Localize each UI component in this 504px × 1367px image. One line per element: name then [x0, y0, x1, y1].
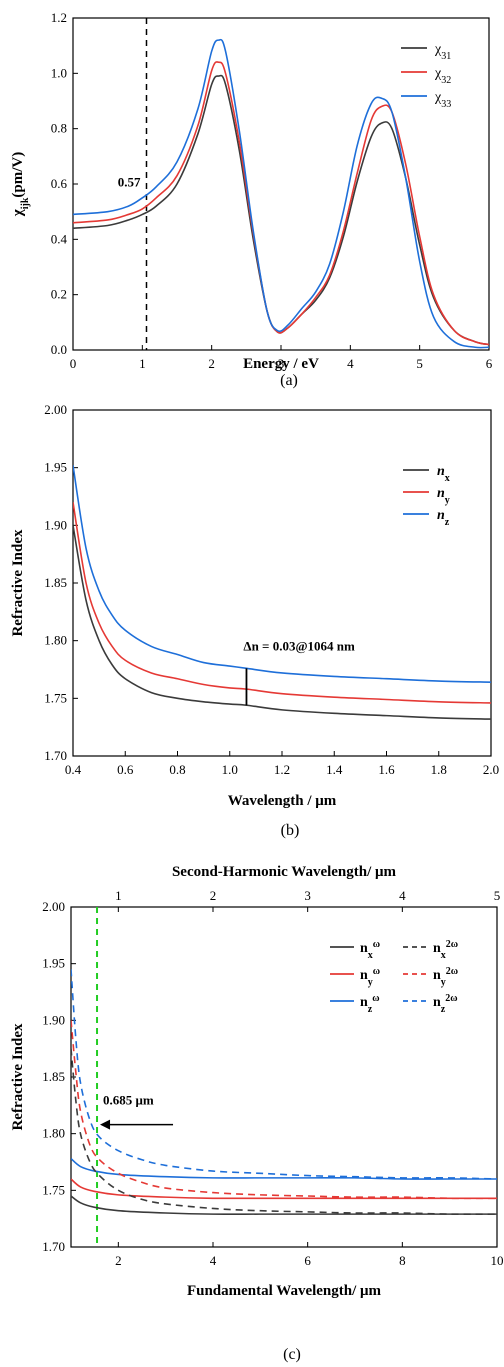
- x2-tick-label: 5: [494, 888, 501, 903]
- series-line-nx2ω: [71, 1048, 497, 1216]
- x-tick-label: 1.0: [222, 762, 238, 777]
- y-axis-title: Refractive Index: [10, 529, 26, 637]
- legend-label: χ31: [434, 42, 451, 62]
- y-tick-label: 2.00: [42, 899, 65, 914]
- x-tick-label: 0.6: [117, 762, 134, 777]
- plot-frame: [72, 409, 492, 757]
- series-line-nx: [73, 525, 491, 720]
- x-tick-label: 5: [416, 356, 423, 371]
- legend-label: χ33: [434, 90, 451, 110]
- series-line-nz: [73, 465, 491, 683]
- x-tick-label: 4: [210, 1253, 217, 1268]
- x-tick-label: 3: [278, 356, 285, 371]
- legend-label: nyω: [360, 966, 380, 988]
- annotation-value: 0.57: [118, 174, 141, 189]
- series-line-χ32: [73, 61, 489, 346]
- y-tick-label: 2.00: [44, 402, 67, 417]
- series-line-nxω: [71, 1195, 497, 1216]
- legend-label: nx: [437, 464, 450, 484]
- x-tick-label: 2: [115, 1253, 122, 1268]
- annotation-delta-n: Δn = 0.03@1064 nm: [243, 638, 355, 653]
- y-tick-label: 1.70: [44, 748, 67, 763]
- y-tick-label: 1.2: [51, 10, 67, 25]
- y-tick-label: 0.2: [51, 287, 67, 302]
- x-tick-label: 6: [304, 1253, 311, 1268]
- x-tick-label: 0.4: [65, 762, 82, 777]
- y-tick-label: 0.8: [51, 121, 67, 136]
- y-tick-label: 1.80: [44, 633, 67, 648]
- panel-caption: (b): [281, 822, 300, 839]
- annotation-wavelength: 0.685 μm: [103, 1093, 154, 1108]
- x-tick-label: 1.8: [431, 762, 447, 777]
- x-tick-label: 8: [399, 1253, 406, 1268]
- legend-label: ny: [437, 486, 450, 506]
- y-tick-label: 1.85: [42, 1069, 65, 1084]
- y-tick-label: 1.85: [44, 575, 67, 590]
- x-tick-label: 1.2: [274, 762, 290, 777]
- chart-panel-1: 0.0 0.2 0.4 0.6 0.8 1.0 1.2 0 1 2 3 4 5 6 Energy / eV χ…: [10, 10, 493, 389]
- series-line-ny: [73, 502, 491, 704]
- series-line-nyω: [71, 1178, 497, 1200]
- y-tick-label: 1.75: [44, 690, 67, 705]
- x-tick-label: 2: [208, 356, 215, 371]
- x-tick-label: 0: [70, 356, 77, 371]
- series-group: [73, 18, 489, 350]
- x-tick-label: 10: [491, 1253, 504, 1268]
- x2-axis-title: Second-Harmonic Wavelength/ μm: [172, 864, 397, 880]
- y-tick-label: 1.70: [42, 1239, 65, 1254]
- y-tick-label: 1.0: [51, 65, 67, 80]
- series-line-nz2ω: [71, 969, 497, 1180]
- legend-label: nxω: [360, 939, 380, 961]
- legend-label: ny2ω: [433, 966, 458, 988]
- y-tick-label: 1.80: [42, 1126, 65, 1141]
- x-tick-label: 1.4: [326, 762, 343, 777]
- x-tick-label: 6: [486, 356, 493, 371]
- series-line-nzω: [71, 1157, 497, 1180]
- panel-caption: (c): [283, 1346, 301, 1363]
- x-axis-title: Wavelength / μm: [228, 793, 337, 809]
- y-tick-label: 0.4: [51, 231, 68, 246]
- x-tick-label: 0.8: [169, 762, 185, 777]
- chart-panel-3: 1.701.751.801.851.901.952.002 4 6 8 101 2 3 4 5S…: [10, 864, 504, 1363]
- x-tick-label: 4: [347, 356, 354, 371]
- x-tick-label: 2.0: [483, 762, 499, 777]
- series-line-ny2ω: [71, 1020, 497, 1200]
- x-axis-title: Fundamental Wavelength/ μm: [187, 1283, 382, 1299]
- x2-tick-label: 3: [304, 888, 311, 903]
- y-tick-label: 0.0: [51, 342, 67, 357]
- y-tick-label: 1.90: [44, 517, 67, 532]
- chart-panel-2: 1.70 1.75 1.80 1.85 1.90 1.95 2.00 0.4 0.6 0.8 1.0…: [10, 402, 499, 839]
- series-line-χ33: [73, 38, 489, 349]
- y-tick-label: 1.95: [42, 956, 65, 971]
- x-axis-title: Energy / eV: [243, 356, 319, 372]
- legend-label: nz: [437, 508, 450, 528]
- panel-caption: (a): [280, 372, 298, 389]
- legend-label: χ32: [434, 66, 451, 86]
- annotation-arrow-head: [100, 1119, 111, 1130]
- x2-tick-label: 1: [115, 888, 122, 903]
- series-line-χ31: [73, 74, 489, 346]
- y-tick-label: 1.95: [44, 460, 67, 475]
- series-group: [71, 907, 497, 1247]
- y-tick-label: 0.6: [51, 176, 68, 191]
- legend-label: nz2ω: [433, 993, 458, 1015]
- x2-tick-label: 4: [399, 888, 406, 903]
- y-axis-title: χijk(pm/V): [10, 152, 31, 217]
- legend-label: nx2ω: [433, 939, 458, 961]
- y-tick-label: 1.75: [42, 1182, 65, 1197]
- x-tick-label: 1.6: [378, 762, 395, 777]
- y-tick-label: 1.90: [42, 1012, 65, 1027]
- legend-label: nzω: [360, 993, 380, 1015]
- x-tick-label: 1: [139, 356, 146, 371]
- series-group: [73, 465, 491, 720]
- x2-tick-label: 2: [210, 888, 217, 903]
- y-axis-title: Refractive Index: [10, 1023, 26, 1131]
